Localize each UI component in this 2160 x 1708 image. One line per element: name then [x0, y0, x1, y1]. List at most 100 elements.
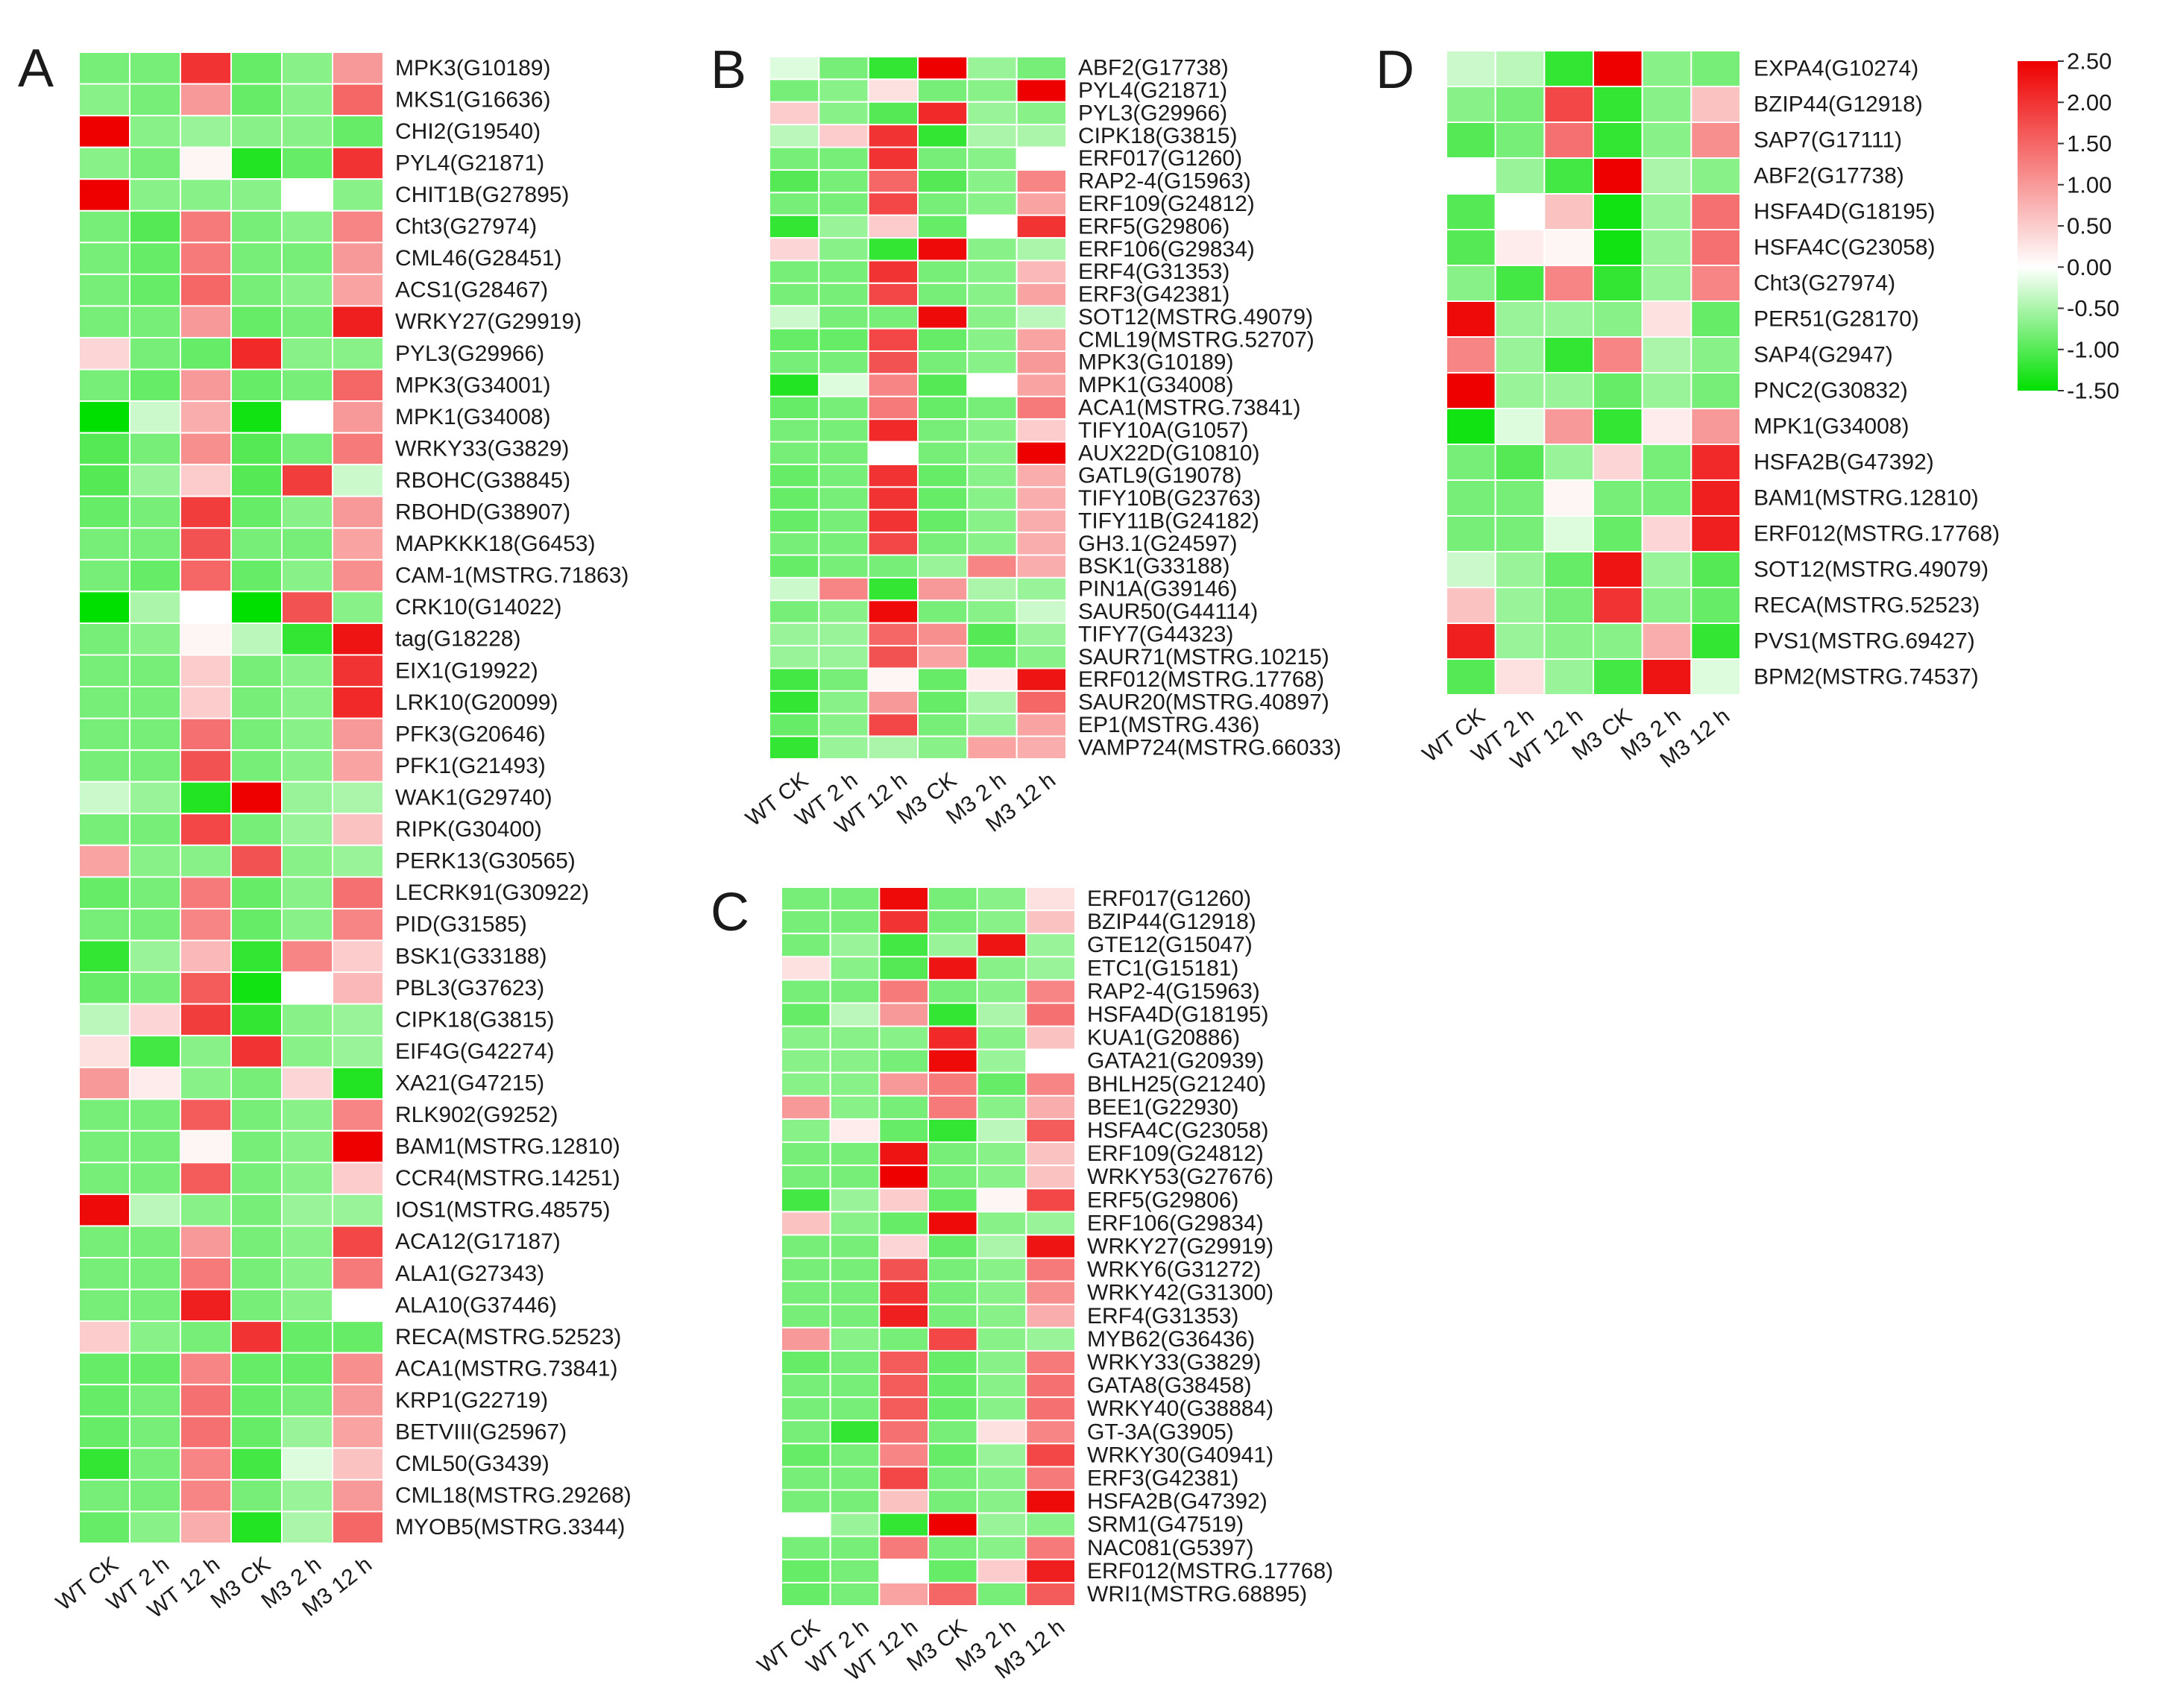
heatmap-b-cell	[966, 441, 1018, 465]
heatmap-a-cell	[230, 1384, 283, 1417]
heatmap-b-cell	[769, 713, 820, 737]
heatmap-b-cell	[867, 735, 919, 760]
heatmap-b-cell	[769, 441, 820, 465]
heatmap-c-cell	[1025, 933, 1076, 958]
heatmap-c-row-label: ERF109(G24812)	[1087, 1141, 1264, 1166]
heatmap-b-row-label: MPK3(G10189)	[1078, 350, 1233, 375]
heatmap-b-cell	[1016, 441, 1068, 465]
heatmap-a-row-label: Cht3(G27974)	[395, 215, 537, 239]
heatmap-a-cell	[281, 876, 333, 910]
heatmap-c-cell	[829, 979, 881, 1004]
heatmap-b-cell	[966, 305, 1018, 330]
heatmap-a-cell	[230, 844, 283, 878]
heatmap-c-cell	[781, 1002, 831, 1027]
heatmap-c-row-label: ERF012(MSTRG.17768)	[1087, 1559, 1333, 1583]
heatmap-b-cell	[966, 463, 1018, 488]
heatmap-a-cell	[332, 1288, 384, 1323]
heatmap-a-cell	[78, 83, 130, 117]
heatmap-c-cell	[1025, 1396, 1076, 1422]
heatmap-a-cell	[332, 844, 384, 878]
heatmap-b-cell	[867, 101, 919, 126]
heatmap-b-row-label: ERF109(G24812)	[1078, 192, 1255, 216]
heatmap-a-row-label: PYL4(G21871)	[395, 151, 544, 175]
heatmap-c-row-label: GATA21(G20939)	[1087, 1049, 1264, 1074]
heatmap-d-cell	[1543, 86, 1595, 123]
heatmap-a-cell	[129, 749, 181, 783]
heatmap-c-cell	[976, 1257, 1027, 1282]
heatmap-a-cell	[129, 686, 181, 719]
heatmap-a-cell	[180, 464, 232, 497]
heatmap-d-cell	[1494, 479, 1546, 517]
heatmap-c-cell	[878, 1257, 929, 1282]
heatmap-a-row-label: ALA10(G37446)	[395, 1293, 557, 1317]
heatmap-b-cell	[1016, 168, 1068, 194]
heatmap-panel-d: D EXPA4(G10274) BZIP44(G12918) SAP7(G17111…	[1376, 40, 2000, 775]
heatmap-c-cell	[781, 1303, 831, 1329]
heatmap-a-cell	[332, 876, 384, 910]
heatmap-b-cell	[769, 576, 820, 602]
heatmap-d-cell	[1641, 50, 1693, 87]
heatmap-a-cell	[129, 876, 181, 910]
heatmap-a-cell	[332, 1225, 384, 1259]
heatmap-b-row-label: PYL4(G21871)	[1078, 78, 1227, 103]
heatmap-a-cell	[180, 590, 232, 624]
heatmap-a-cell	[230, 1098, 283, 1132]
heatmap-b-cell	[867, 622, 919, 647]
heatmap-b-cell	[966, 192, 1018, 216]
heatmap-d-cell	[1690, 336, 1742, 374]
heatmap-a-cell	[129, 1098, 181, 1132]
heatmap-b-row-label: MPK1(G34008)	[1078, 373, 1233, 397]
heatmap-c-row-label: ERF106(G29834)	[1087, 1211, 1264, 1235]
heatmap-a-cell	[230, 686, 283, 719]
heatmap-c-row-label: WRI1(MSTRG.68895)	[1087, 1582, 1307, 1607]
heatmap-a-row-label: CML46(G28451)	[395, 246, 561, 271]
heatmap-a-cell	[332, 527, 384, 561]
heatmap-c-cell	[878, 1211, 929, 1236]
heatmap-a-cell	[230, 336, 283, 371]
heatmap-b-cell	[1016, 735, 1068, 760]
heatmap-a-row-label: MKS1(G16636)	[395, 87, 550, 112]
heatmap-b-cell	[818, 259, 869, 284]
heatmap-d-cell	[1494, 265, 1546, 302]
heatmap-a-cell	[180, 178, 232, 212]
heatmap-a-cell	[230, 305, 283, 338]
heatmap-a-cell	[230, 1352, 283, 1386]
heatmap-b-cell	[917, 101, 969, 126]
heatmap-panel-b: B ABF2(G17738)PYL4(G21871)PYL3(G29966)CI…	[711, 40, 1341, 839]
heatmap-a-cell	[332, 209, 384, 244]
heatmap-b-cell	[867, 463, 919, 488]
heatmap-a-cell	[129, 781, 181, 815]
heatmap-d-row-label: Cht3(G27974)	[1754, 271, 1895, 296]
heatmap-c-cell	[928, 1443, 978, 1468]
heatmap-a-cell	[281, 178, 333, 212]
heatmap-b-cell	[867, 395, 919, 420]
heatmap-c-cell	[878, 1188, 929, 1213]
heatmap-d-row-label: PVS1(MSTRG.69427)	[1754, 629, 1975, 654]
heatmap-a-cell	[180, 83, 232, 117]
heatmap-c-cell	[1025, 1466, 1076, 1491]
heatmap-a-cell	[332, 400, 384, 434]
heatmap-d-cell	[1641, 229, 1693, 266]
heatmap-a-cell	[78, 115, 130, 148]
heatmap-c-row-label: GT-3A(G3905)	[1087, 1419, 1234, 1444]
heatmap-b-cell	[1016, 282, 1068, 307]
heatmap-c-cell	[781, 1025, 831, 1050]
heatmap-d-cell	[1446, 372, 1496, 409]
heatmap-a-cell	[230, 83, 283, 117]
heatmap-d-cell	[1641, 265, 1693, 302]
heatmap-a-cell	[180, 622, 232, 656]
heatmap-a-cell	[78, 209, 130, 244]
heatmap-a-cell	[281, 1162, 333, 1195]
heatmap-b-row-label: ABF2(G17738)	[1078, 56, 1229, 81]
heatmap-d-cell	[1690, 372, 1742, 409]
heatmap-a-row-label: MPK1(G34008)	[395, 405, 550, 429]
heatmap-a-cell	[332, 1098, 384, 1132]
heatmap-c-cell	[781, 1466, 831, 1491]
heatmap-b-cell	[769, 305, 820, 330]
heatmap-d-row-labels: EXPA4(G10274) BZIP44(G12918) SAP7(G17111) A…	[1754, 57, 2000, 690]
heatmap-c-cell	[781, 1234, 831, 1259]
heatmap-c-row-label: ETC1(G15181)	[1087, 956, 1238, 980]
heatmap-b-cell	[966, 146, 1018, 171]
heatmap-d-cell	[1593, 122, 1643, 159]
heatmap-a-cell	[180, 1162, 232, 1195]
